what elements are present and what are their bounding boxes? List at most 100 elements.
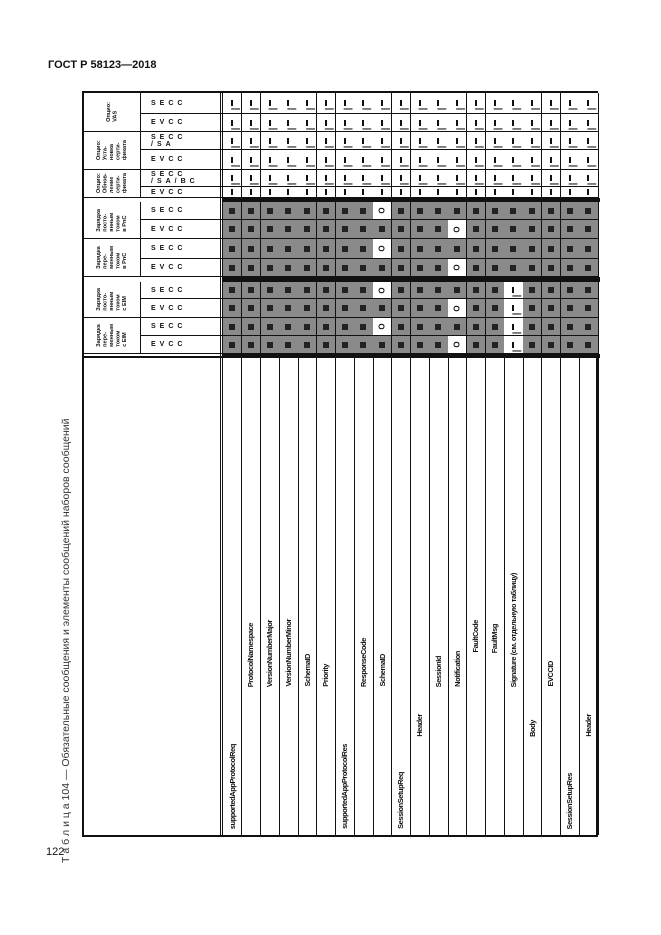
table-cell: – bbox=[260, 150, 280, 174]
table-cell: – bbox=[279, 150, 299, 174]
not-applicable-mark: – bbox=[474, 156, 484, 174]
mandatory-mark: M bbox=[435, 287, 442, 293]
mandatory-mark: M bbox=[266, 341, 273, 348]
header-separator bbox=[84, 356, 600, 358]
table-cell: M bbox=[466, 239, 486, 259]
table-cell: – bbox=[579, 93, 599, 117]
not-applicable-mark: – bbox=[231, 137, 241, 155]
row-name: Signature (см. отдельную таблицу) bbox=[508, 572, 518, 687]
table-cell: – bbox=[316, 170, 336, 192]
not-applicable-mark: – bbox=[549, 137, 559, 155]
table-cell: M bbox=[410, 282, 430, 299]
table-cell: – bbox=[429, 132, 449, 155]
sub-header-label: SECC bbox=[151, 207, 187, 214]
table-cell: M bbox=[298, 202, 318, 220]
mandatory-mark: M bbox=[416, 287, 423, 293]
not-applicable-mark: – bbox=[493, 175, 503, 192]
not-applicable-mark: – bbox=[587, 100, 597, 117]
not-applicable-mark: – bbox=[474, 137, 484, 155]
table-cell: – bbox=[429, 187, 449, 206]
mandatory-mark: M bbox=[341, 287, 348, 293]
optional-mark: O bbox=[452, 264, 462, 271]
table-cell: – bbox=[523, 150, 543, 174]
group-separator bbox=[223, 277, 600, 282]
table-cell: – bbox=[466, 93, 486, 117]
mandatory-mark: M bbox=[472, 305, 479, 311]
mandatory-mark: M bbox=[379, 341, 386, 348]
optional-mark: O bbox=[377, 286, 387, 294]
table-cell: M bbox=[335, 202, 355, 220]
table-cell: M bbox=[260, 239, 280, 259]
mandatory-mark: M bbox=[585, 207, 592, 214]
not-applicable-mark: – bbox=[324, 189, 334, 206]
table-cell: M bbox=[316, 336, 336, 354]
table-cell: M bbox=[335, 220, 355, 239]
table-cell: – bbox=[410, 114, 430, 137]
table-cell: – bbox=[391, 150, 411, 174]
table-cell: – bbox=[523, 132, 543, 155]
mandatory-mark: M bbox=[341, 226, 348, 232]
table-cell: M bbox=[429, 336, 449, 354]
table-cell: M bbox=[560, 239, 580, 259]
not-applicable-mark: – bbox=[287, 189, 296, 206]
sub-header: EVCC bbox=[141, 114, 223, 132]
table-cell: – bbox=[316, 114, 336, 137]
sub-header-label: SECC bbox=[151, 99, 187, 107]
table-cell: M bbox=[504, 239, 524, 259]
not-applicable-mark: – bbox=[362, 189, 371, 206]
row-name-cell: ResponseCode bbox=[354, 358, 374, 835]
table-cell: – bbox=[223, 187, 243, 206]
mandatory-mark: M bbox=[304, 341, 311, 348]
not-applicable-mark: – bbox=[287, 175, 297, 192]
row-name-cell: ProtocolNamespace bbox=[242, 358, 261, 835]
mandatory-mark: M bbox=[472, 341, 479, 348]
table-cell: M bbox=[485, 282, 505, 299]
sub-header-label: EVCC bbox=[151, 264, 187, 271]
table-cell: – bbox=[448, 170, 468, 192]
mandatory-mark: M bbox=[547, 305, 554, 311]
mandatory-mark: M bbox=[322, 245, 329, 252]
double-line bbox=[220, 93, 221, 835]
table-cell: M bbox=[541, 318, 561, 336]
mandatory-mark: M bbox=[322, 323, 329, 330]
sub-header-label: SECC bbox=[151, 323, 187, 330]
table-cell: – bbox=[485, 93, 505, 117]
table-cell: M bbox=[279, 239, 299, 259]
not-applicable-mark: – bbox=[493, 156, 503, 174]
table-cell: – bbox=[391, 187, 411, 206]
table-cell: – bbox=[279, 93, 299, 117]
mandatory-mark: M bbox=[491, 264, 498, 271]
sub-header-label: EVCC bbox=[151, 156, 187, 163]
not-applicable-mark: – bbox=[418, 189, 428, 206]
mandatory-mark: M bbox=[266, 264, 273, 271]
table-cell: – bbox=[504, 187, 524, 206]
not-applicable-mark: – bbox=[399, 100, 409, 117]
mandatory-mark: M bbox=[547, 341, 554, 348]
not-applicable-mark: – bbox=[568, 119, 578, 137]
table-cell: – bbox=[504, 282, 524, 304]
not-applicable-mark: – bbox=[437, 100, 447, 117]
table-cell: M bbox=[241, 202, 261, 220]
row-name-cell: VersionNumberMajor bbox=[261, 358, 280, 835]
table-cell: M bbox=[260, 336, 280, 354]
mandatory-mark: M bbox=[472, 226, 479, 232]
table-cell: M bbox=[373, 220, 393, 239]
table-cell: M bbox=[541, 239, 561, 259]
mandatory-mark: M bbox=[247, 323, 254, 330]
table-cell: – bbox=[560, 93, 580, 117]
not-applicable-mark: – bbox=[531, 137, 541, 155]
table-cell: M bbox=[335, 239, 355, 259]
table-cell: – bbox=[316, 132, 336, 155]
mandatory-mark: M bbox=[247, 264, 254, 271]
table-cell: – bbox=[410, 170, 430, 192]
mandatory-mark: M bbox=[360, 287, 367, 293]
mandatory-mark: M bbox=[304, 207, 311, 214]
mandatory-mark: M bbox=[397, 323, 404, 330]
table-cell: – bbox=[373, 150, 393, 174]
mandatory-mark: M bbox=[435, 305, 442, 311]
table-cell: M bbox=[316, 282, 336, 299]
not-applicable-mark: – bbox=[512, 100, 522, 117]
table-cell: M bbox=[260, 318, 280, 336]
table-cell: M bbox=[354, 239, 374, 259]
table-cell: – bbox=[354, 93, 374, 117]
